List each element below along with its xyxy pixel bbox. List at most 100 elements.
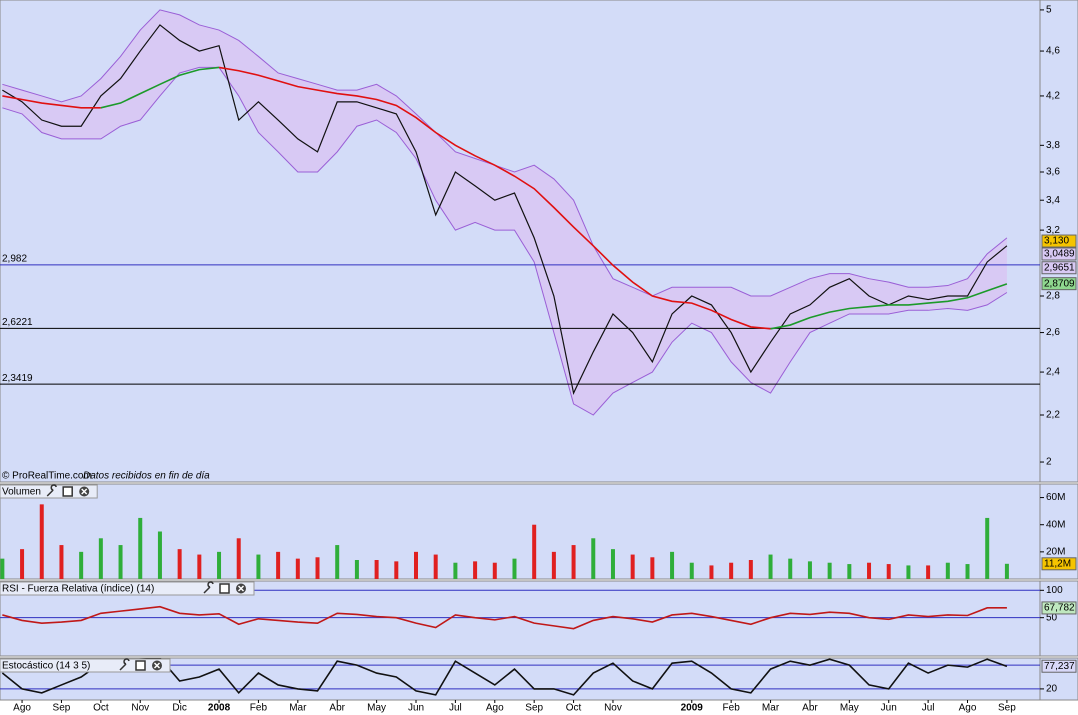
volume-bar [354,560,359,579]
last-value-label: 77,237 [1044,661,1075,672]
y-tick-label: 40M [1046,519,1065,530]
volume-bar [906,565,911,579]
volume-bar [217,551,222,579]
y-tick-label: 3,8 [1046,140,1060,151]
icon-window[interactable] [135,660,146,671]
pane-title: Volumen [2,487,41,498]
y-tick-label: 3,4 [1046,195,1060,206]
icon-close-x [153,662,161,669]
volume-bar [256,554,261,579]
y-tick-label: 50 [1046,612,1058,623]
axis-background [1039,580,1078,657]
x-tick-label: Sep [525,703,543,714]
volume-bar [0,558,5,579]
y-tick-label: 2,4 [1046,367,1060,378]
last-value-box [1041,277,1077,291]
x-tick-label: Ago [486,703,504,714]
volume-bar [433,554,438,579]
volume-bar [945,562,950,579]
last-value-box [1041,247,1077,261]
y-tick-label: 3,6 [1046,167,1060,178]
volume-bar [39,504,44,579]
x-tick-label: Mar [289,703,307,714]
x-tick-label: May [367,703,386,714]
last-value-label: 3,0489 [1044,249,1075,260]
volume-bar [532,524,537,579]
volume-bar [414,551,418,579]
volume-bar [748,560,753,579]
plot-area [0,9,1040,416]
volume-bar [118,545,123,579]
volume-bar [20,549,25,579]
x-tick-label: May [840,703,859,714]
series-line [2,66,771,330]
volume-bar [138,517,143,579]
last-value-label: 11,2M [1044,558,1071,569]
last-value-box [1041,601,1077,615]
y-tick-label: 20 [1046,684,1058,695]
icon-settings[interactable] [46,484,57,497]
icon-window[interactable] [219,583,230,594]
x-tick-label: Oct [566,703,582,714]
series-line [100,66,1008,330]
volume-bar [98,538,103,579]
last-value-label: 67,782 [1044,603,1075,614]
x-tick-label: Dic [172,703,186,714]
x-tick-label: Feb [250,703,268,714]
x-tick-label: Nov [604,703,622,714]
x-tick-label: Nov [131,703,149,714]
level-label: 2,6221 [2,317,33,328]
x-tick-label: Sep [998,703,1016,714]
last-value-label: 2,8709 [1044,278,1075,289]
volume-bar [374,560,379,579]
last-value-box [1041,261,1077,275]
x-tick-label: Ago [13,703,31,714]
volume-bar [886,564,891,579]
x-tick-label: Jun [881,703,897,714]
volume-bar [788,558,793,579]
icon-close-x [237,585,245,592]
volume-bar [630,554,635,579]
y-tick-label: 2,2 [1046,410,1060,421]
icon-window[interactable] [62,486,73,497]
y-tick-label: 60M [1046,492,1065,503]
volume-bar [1004,563,1009,579]
volume-bar [177,549,182,579]
level-label: 2,3419 [2,373,33,384]
pane-title: Estocástico (14 3 5) [2,661,90,672]
volume-bar [926,565,931,579]
volume-bar [985,517,990,579]
x-tick-label: Abr [802,703,818,714]
volume-bar [295,558,300,579]
volume-bar [335,545,340,579]
volume-bar [551,551,556,579]
y-tick-label: 2,8 [1046,291,1060,302]
volume-bar [453,562,458,579]
volume-bar [276,551,281,579]
volume-bar [670,551,675,579]
y-tick-label: 100 [1046,585,1063,596]
pane-header [0,581,255,596]
y-tick-label: 3,2 [1046,225,1060,236]
plot-area [0,504,1009,579]
volume-bar [827,562,832,579]
volume-bar [650,557,655,579]
volume-bar [59,545,64,579]
y-tick-label: 5 [1046,5,1052,16]
volume-bar [157,531,162,579]
y-tick-label: 2 [1046,457,1052,468]
band-area [2,9,1007,416]
volume-bar [197,554,202,579]
x-tick-label: Oct [93,703,109,714]
volume-bar [492,562,497,579]
x-tick-label: Abr [329,703,345,714]
volume-bar [807,561,812,579]
y-tick-label: 20M [1046,546,1065,557]
x-tick-label: Feb [723,703,741,714]
volume-bar [768,554,773,579]
volume-bar [610,549,615,579]
level-label: 2,982 [2,254,27,265]
icon-settings[interactable] [119,658,130,671]
icon-settings[interactable] [203,581,214,594]
